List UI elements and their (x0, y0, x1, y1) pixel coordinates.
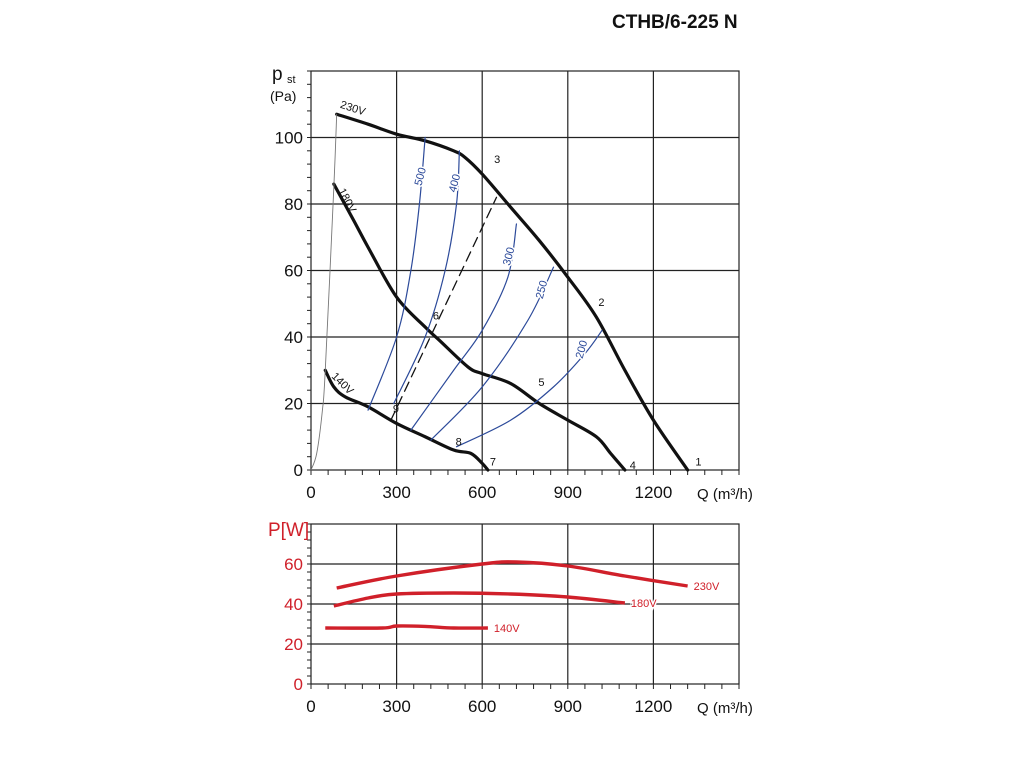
w-y-tick-label: 0 (294, 675, 303, 694)
power-voltage-label: 180V (631, 598, 657, 610)
p-y-tick-label: 60 (284, 262, 303, 281)
rpm-label: 300 (501, 246, 517, 267)
w-x-tick-label: 0 (306, 697, 315, 716)
point-label: 7 (490, 457, 496, 469)
rpm-label: 250 (534, 279, 550, 300)
point-label: 1 (695, 457, 701, 469)
point-label: 9 (393, 403, 399, 415)
y-axis-label-sub: st (287, 74, 296, 86)
p-x-tick-label: 600 (468, 483, 496, 502)
rpm-curve-500 (367, 136, 426, 411)
w-x-tick-label: 600 (468, 697, 496, 716)
point-label: 6 (433, 310, 439, 322)
p-y-tick-label: 100 (275, 129, 303, 148)
p-x-tick-label: 1200 (634, 483, 672, 502)
point-label: 3 (494, 154, 500, 166)
rpm-label: 500 (413, 166, 429, 187)
p-x-axis-label: Q (m³/h) (697, 486, 753, 503)
system-curve (310, 113, 338, 471)
w-y-tick-label: 60 (284, 555, 303, 574)
rpm-curve-300 (410, 223, 518, 431)
y-axis-unit: (Pa) (270, 88, 296, 104)
w-x-tick-label: 300 (382, 697, 410, 716)
chart-title: CTHB/6-225 N (612, 12, 738, 33)
p-y-tick-label: 20 (284, 395, 303, 414)
p-x-tick-label: 900 (554, 483, 582, 502)
p-x-tick-label: 300 (382, 483, 410, 502)
w-x-axis-label: Q (m³/h) (697, 700, 753, 717)
y-axis-label-p: p (272, 64, 283, 85)
power-voltage-label: 230V (694, 581, 720, 593)
power-curve-230V (336, 560, 688, 590)
pressure-curve-230V (335, 112, 690, 472)
point-label: 4 (630, 460, 636, 472)
y-axis-label-power: P[W] (268, 520, 309, 541)
p-y-tick-label: 80 (284, 195, 303, 214)
rpm-label: 200 (574, 339, 590, 360)
rpm-curve-400 (393, 150, 460, 405)
w-y-tick-label: 20 (284, 635, 303, 654)
point-label: 8 (456, 437, 462, 449)
power-curve-140V (325, 624, 488, 630)
power-curve-180V (333, 591, 626, 608)
rpm-curve-200 (455, 329, 603, 448)
power-voltage-label: 140V (494, 623, 520, 635)
p-x-tick-label: 0 (306, 483, 315, 502)
w-x-tick-label: 1200 (634, 697, 672, 716)
point-label: 2 (598, 297, 604, 309)
p-y-tick-label: 0 (294, 461, 303, 480)
pressure-curve-180V (332, 182, 627, 472)
point-label: 5 (538, 377, 544, 389)
dashed-line (390, 196, 498, 421)
voltage-label: 180V (335, 186, 358, 215)
w-y-tick-label: 40 (284, 595, 303, 614)
p-y-tick-label: 40 (284, 328, 303, 347)
w-x-tick-label: 900 (554, 697, 582, 716)
rpm-label: 400 (447, 173, 463, 194)
rpm-curve-250 (430, 266, 555, 441)
